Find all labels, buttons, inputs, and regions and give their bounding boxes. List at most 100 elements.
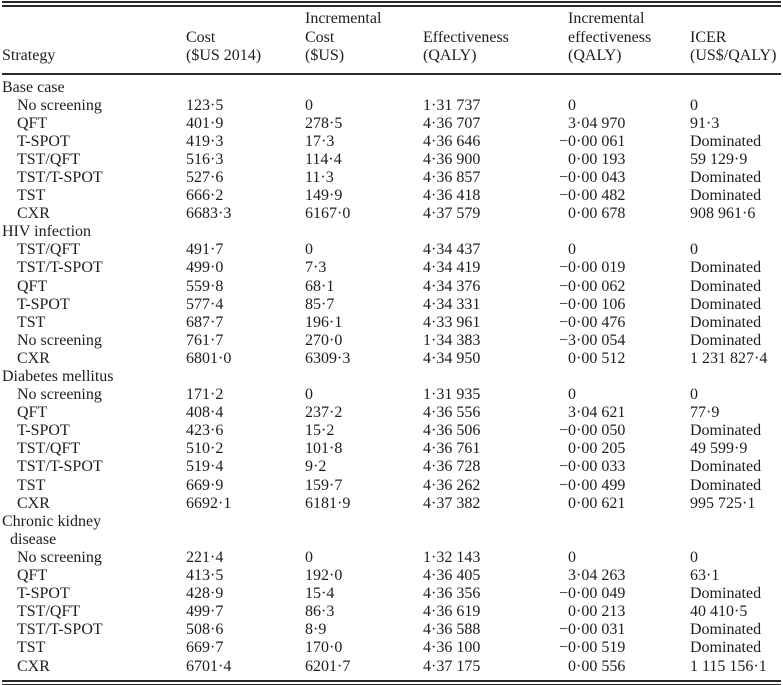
section-header-row: HIV infection bbox=[2, 223, 781, 241]
cell-inc-cost: 149·9 bbox=[305, 187, 343, 205]
cell-strategy: TST bbox=[17, 639, 46, 657]
table-row: No screening 761·7 270·0 1·34 383 −3·00 054 D… bbox=[2, 332, 781, 350]
cell-cost: 6692·1 bbox=[186, 494, 232, 512]
cell-cost: 508·6 bbox=[186, 621, 224, 639]
cell-inc-effectiveness: 0 bbox=[568, 386, 576, 404]
table-row: TST/T-SPOT 499·0 7·3 4·34 419 −0·00 019 Domin… bbox=[2, 259, 781, 277]
cell-strategy: CXR bbox=[17, 657, 50, 675]
header-line: Incremental bbox=[568, 10, 645, 27]
cell-effectiveness: 4·36 857 bbox=[423, 168, 481, 186]
cell-strategy: TST bbox=[17, 187, 46, 205]
cell-strategy: TST/QFT bbox=[17, 150, 81, 168]
cell-inc-effectiveness: −0·00 476 bbox=[559, 313, 626, 331]
cell-effectiveness: 4·36 728 bbox=[423, 458, 481, 476]
cell-inc-cost: 9·2 bbox=[305, 458, 327, 476]
cell-strategy: TST/T-SPOT bbox=[17, 458, 103, 476]
cell-inc-effectiveness: −0·00 482 bbox=[559, 187, 626, 205]
cell-strategy: QFT bbox=[17, 567, 48, 585]
cell-icer: Dominated bbox=[690, 277, 762, 295]
cell-cost: 413·5 bbox=[186, 567, 224, 585]
cell-effectiveness: 4·36 588 bbox=[423, 621, 481, 639]
cell-inc-effectiveness: 3·04 970 bbox=[568, 114, 626, 132]
cell-icer: Dominated bbox=[690, 585, 762, 603]
cell-inc-effectiveness: 0·00 213 bbox=[568, 603, 626, 621]
cell-inc-cost: 8·9 bbox=[305, 621, 327, 639]
cell-strategy: No screening bbox=[17, 386, 102, 404]
cell-inc-effectiveness: 0·00 512 bbox=[568, 349, 626, 367]
cell-cost: 669·9 bbox=[186, 476, 224, 494]
cell-cost: 499·7 bbox=[186, 603, 224, 621]
cell-inc-cost: 159·7 bbox=[305, 476, 343, 494]
cell-effectiveness: 4·34 437 bbox=[423, 241, 481, 259]
cell-icer: 59 129·9 bbox=[690, 150, 748, 168]
cell-cost: 491·7 bbox=[186, 241, 224, 259]
cell-cost: 408·4 bbox=[186, 404, 224, 422]
column-header-incremental-effectiveness: Incremental effectiveness (QALY) bbox=[568, 7, 690, 75]
cell-effectiveness: 4·34 376 bbox=[423, 277, 481, 295]
cell-inc-effectiveness: −0·00 050 bbox=[559, 422, 626, 440]
cell-strategy: TST/QFT bbox=[17, 241, 81, 259]
cell-cost: 401·9 bbox=[186, 114, 224, 132]
section-header-row: Chronic kidney disease bbox=[2, 513, 781, 549]
cell-inc-cost: 85·7 bbox=[305, 295, 335, 313]
cell-inc-cost: 6181·9 bbox=[305, 494, 351, 512]
header-line: ICER bbox=[690, 28, 727, 46]
table-row: TST 669·7 170·0 4·36 100 −0·00 519 Dominated bbox=[2, 639, 781, 657]
cell-cost: 761·7 bbox=[186, 331, 224, 349]
cell-icer: Dominated bbox=[690, 295, 762, 313]
cell-effectiveness: 4·36 707 bbox=[423, 114, 481, 132]
column-header-cost: Cost ($US 2014) bbox=[186, 7, 305, 75]
table-row: TST/QFT 510·2 101·8 4·36 761 0·00 205 49 599·… bbox=[2, 440, 781, 458]
cell-effectiveness: 1·34 383 bbox=[423, 331, 481, 349]
table-header: Strategy Cost ($US 2014) Incremental Cos… bbox=[2, 7, 781, 75]
cell-inc-cost: 86·3 bbox=[305, 603, 335, 621]
cell-inc-cost: 270·0 bbox=[305, 331, 343, 349]
cell-inc-cost: 15·4 bbox=[305, 585, 335, 603]
table-row: QFT 408·4 237·2 4·36 556 3·04 621 77·9 bbox=[2, 404, 781, 422]
table-row: T-SPOT 577·4 85·7 4·34 331 −0·00 106 Dominate… bbox=[2, 296, 781, 314]
cell-effectiveness: 4·37 382 bbox=[423, 494, 481, 512]
table-row: TST/QFT 499·7 86·3 4·36 619 0·00 213 40 410·5 bbox=[2, 603, 781, 621]
cell-inc-cost: 15·2 bbox=[305, 422, 335, 440]
table-row: TST/QFT 516·3 114·4 4·36 900 0·00 193 59 129·… bbox=[2, 151, 781, 169]
cell-inc-effectiveness: −0·00 043 bbox=[559, 168, 626, 186]
cell-effectiveness: 1·31 935 bbox=[423, 386, 481, 404]
table-row: TST 669·9 159·7 4·36 262 −0·00 499 Dominated bbox=[2, 477, 781, 495]
table-row: CXR 6801·0 6309·3 4·34 950 0·00 512 1 231 827… bbox=[2, 350, 781, 368]
section-label: Chronic kidney disease bbox=[2, 512, 102, 548]
cell-inc-effectiveness: −0·00 519 bbox=[559, 639, 626, 657]
cell-cost: 171·2 bbox=[186, 386, 224, 404]
cell-cost: 428·9 bbox=[186, 585, 224, 603]
cell-effectiveness: 4·34 950 bbox=[423, 349, 481, 367]
cell-inc-effectiveness: 3·04 621 bbox=[568, 404, 626, 422]
cell-inc-effectiveness: 0 bbox=[568, 241, 576, 259]
cell-inc-effectiveness: 3·04 263 bbox=[568, 567, 626, 585]
cell-inc-effectiveness: 0·00 556 bbox=[568, 657, 626, 675]
cell-strategy: TST/QFT bbox=[17, 440, 81, 458]
cell-icer: 995 725·1 bbox=[690, 494, 756, 512]
cell-icer: Dominated bbox=[690, 476, 762, 494]
cell-icer: Dominated bbox=[690, 259, 762, 277]
cell-cost: 6801·0 bbox=[186, 349, 232, 367]
cell-icer: Dominated bbox=[690, 132, 762, 150]
cell-inc-effectiveness: −0·00 499 bbox=[559, 476, 626, 494]
cell-strategy: No screening bbox=[17, 331, 102, 349]
cell-inc-cost: 11·3 bbox=[305, 168, 334, 186]
cell-strategy: CXR bbox=[17, 205, 50, 223]
cell-inc-effectiveness: 0·00 205 bbox=[568, 440, 626, 458]
section-header-row: Base case bbox=[2, 74, 781, 97]
cell-strategy: T-SPOT bbox=[17, 422, 70, 440]
cell-cost: 687·7 bbox=[186, 313, 224, 331]
cell-inc-effectiveness: −0·00 033 bbox=[559, 458, 626, 476]
cell-cost: 527·6 bbox=[186, 168, 224, 186]
cell-cost: 666·2 bbox=[186, 187, 224, 205]
cell-inc-effectiveness: −0·00 031 bbox=[559, 621, 626, 639]
cell-strategy: No screening bbox=[17, 96, 102, 114]
cell-inc-cost: 0 bbox=[305, 96, 313, 114]
cell-effectiveness: 4·36 900 bbox=[423, 150, 481, 168]
cell-strategy: QFT bbox=[17, 114, 48, 132]
cell-effectiveness: 4·36 646 bbox=[423, 132, 481, 150]
cell-effectiveness: 1·31 737 bbox=[423, 96, 481, 114]
table-row: QFT 413·5 192·0 4·36 405 3·04 263 63·1 bbox=[2, 567, 781, 585]
